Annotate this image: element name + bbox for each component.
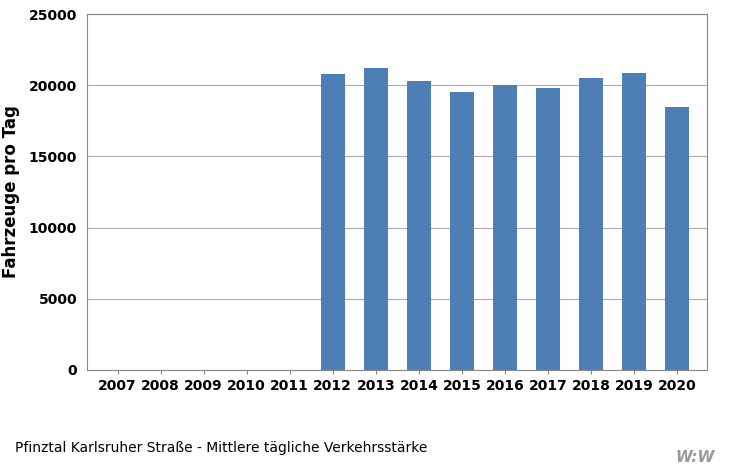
Bar: [364, 68, 388, 370]
Bar: [321, 74, 345, 370]
Bar: [407, 81, 431, 370]
Bar: [450, 92, 474, 370]
Bar: [536, 88, 560, 370]
Bar: [579, 78, 603, 370]
Bar: [665, 107, 689, 370]
Text: Pfinztal Karlsruher Straße - Mittlere tägliche Verkehrsstärke: Pfinztal Karlsruher Straße - Mittlere tä…: [15, 441, 427, 455]
Bar: [493, 85, 517, 370]
Y-axis label: Fahrzeuge pro Tag: Fahrzeuge pro Tag: [2, 106, 20, 278]
Text: W:W: W:W: [675, 449, 714, 465]
Bar: [622, 73, 646, 370]
